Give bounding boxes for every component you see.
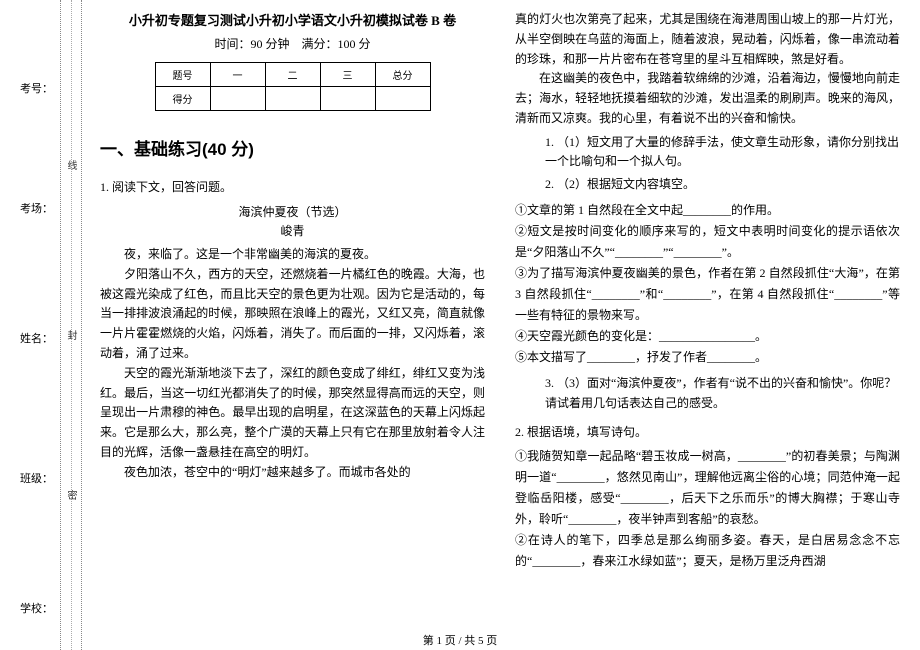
score-value: 100 分 <box>338 37 371 51</box>
section-1-head: 一、基础练习(40 分) <box>100 135 485 160</box>
th-0: 题号 <box>155 63 210 87</box>
f2-2: ②在诗人的笔下，四季总是那么绚丽多姿。春天，是白居易念念不忘的“________… <box>515 530 900 572</box>
binding-label-2: 封 <box>63 330 78 344</box>
f3: ③为了描写海滨仲夏夜幽美的景色，作者在第 2 自然段抓住“大海”，在第 3 自然… <box>515 263 900 326</box>
score-label: 满分： <box>302 37 338 51</box>
exam-title: 小升初专题复习测试小升初小学语文小升初模拟试卷 B 卷 <box>100 10 485 29</box>
side-class: 班级： <box>20 470 53 486</box>
q2: 2. 根据语境，填写诗句。 <box>515 423 900 440</box>
td-head: 得分 <box>155 87 210 111</box>
p5: 在这幽美的夜色中，我踏着软绵绵的沙滩，沿着海边，慢慢地向前走去；海水，轻轻地抚摸… <box>515 69 900 128</box>
time-label: 时间： <box>214 37 250 51</box>
p1: 夜，来临了。这是一个非常幽美的海滨的夏夜。 <box>100 245 485 265</box>
side-room: 考场： <box>20 200 53 216</box>
binding-strip <box>60 0 82 650</box>
td-2 <box>265 87 320 111</box>
p3: 天空的霞光渐渐地淡下去了，深红的颜色变成了绯红，绯红又变为浅红。最后，当这一切红… <box>100 364 485 463</box>
essay-author: 峻青 <box>100 222 485 239</box>
score-table: 题号 一 二 三 总分 得分 <box>155 62 431 111</box>
side-name: 姓名： <box>20 330 53 346</box>
f4: ④天空霞光颜色的变化是：________________。 <box>515 326 900 347</box>
time-value: 90 分钟 <box>250 37 289 51</box>
th-1: 一 <box>210 63 265 87</box>
th-2: 二 <box>265 63 320 87</box>
score-row-head: 题号 一 二 三 总分 <box>155 63 430 87</box>
exam-subtitle: 时间：90 分钟 满分：100 分 <box>100 35 485 52</box>
f5: ⑤本文描写了________，抒发了作者________。 <box>515 347 900 368</box>
score-row-val: 得分 <box>155 87 430 111</box>
th-3: 三 <box>320 63 375 87</box>
column-left: 小升初专题复习测试小升初小学语文小升初模拟试卷 B 卷 时间：90 分钟 满分：… <box>100 10 485 630</box>
p2: 夕阳落山不久，西方的天空，还燃烧着一片橘红色的晚霞。大海，也被这霞光染成了红色，… <box>100 265 485 364</box>
f2-1: ①我随贺知章一起品略“碧玉妆成一树高，________”的初春美景；与陶渊明一道… <box>515 446 900 530</box>
p-cont: 真的灯火也次第亮了起来，尤其是围绕在海港周围山坡上的那一片灯光，从半空倒映在乌蓝… <box>515 10 900 69</box>
binding-label-3: 密 <box>63 490 78 504</box>
page-content: 小升初专题复习测试小升初小学语文小升初模拟试卷 B 卷 时间：90 分钟 满分：… <box>100 10 900 630</box>
th-4: 总分 <box>375 63 430 87</box>
page-footer: 第 1 页 / 共 5 页 <box>0 632 920 648</box>
f1: ①文章的第 1 自然段在全文中起________的作用。 <box>515 200 900 221</box>
sub2: 2. （2）根据短文内容填空。 <box>545 175 900 194</box>
td-1 <box>210 87 265 111</box>
td-4 <box>375 87 430 111</box>
binding-label-1: 线 <box>63 160 78 174</box>
sub3: 3. （3）面对“海滨仲夏夜”，作者有“说不出的兴奋和愉快”。你呢？请试着用几句… <box>545 374 900 412</box>
essay-title: 海滨仲夏夜（节选） <box>100 203 485 220</box>
side-school: 学校： <box>20 600 53 616</box>
column-right: 真的灯火也次第亮了起来，尤其是围绕在海港周围山坡上的那一片灯光，从半空倒映在乌蓝… <box>515 10 900 630</box>
td-3 <box>320 87 375 111</box>
f2: ②短文是按时间变化的顺序来写的，短文中表明时间变化的提示语依次是“夕阳落山不久”… <box>515 221 900 263</box>
p4: 夜色加浓，苍空中的“明灯”越来越多了。而城市各处的 <box>100 463 485 483</box>
q1: 1. 阅读下文，回答问题。 <box>100 178 485 195</box>
side-exam-no: 考号： <box>20 80 53 96</box>
sub1: 1. （1）短文用了大量的修辞手法，使文章生动形象，请你分别找出一个比喻句和一个… <box>545 133 900 171</box>
